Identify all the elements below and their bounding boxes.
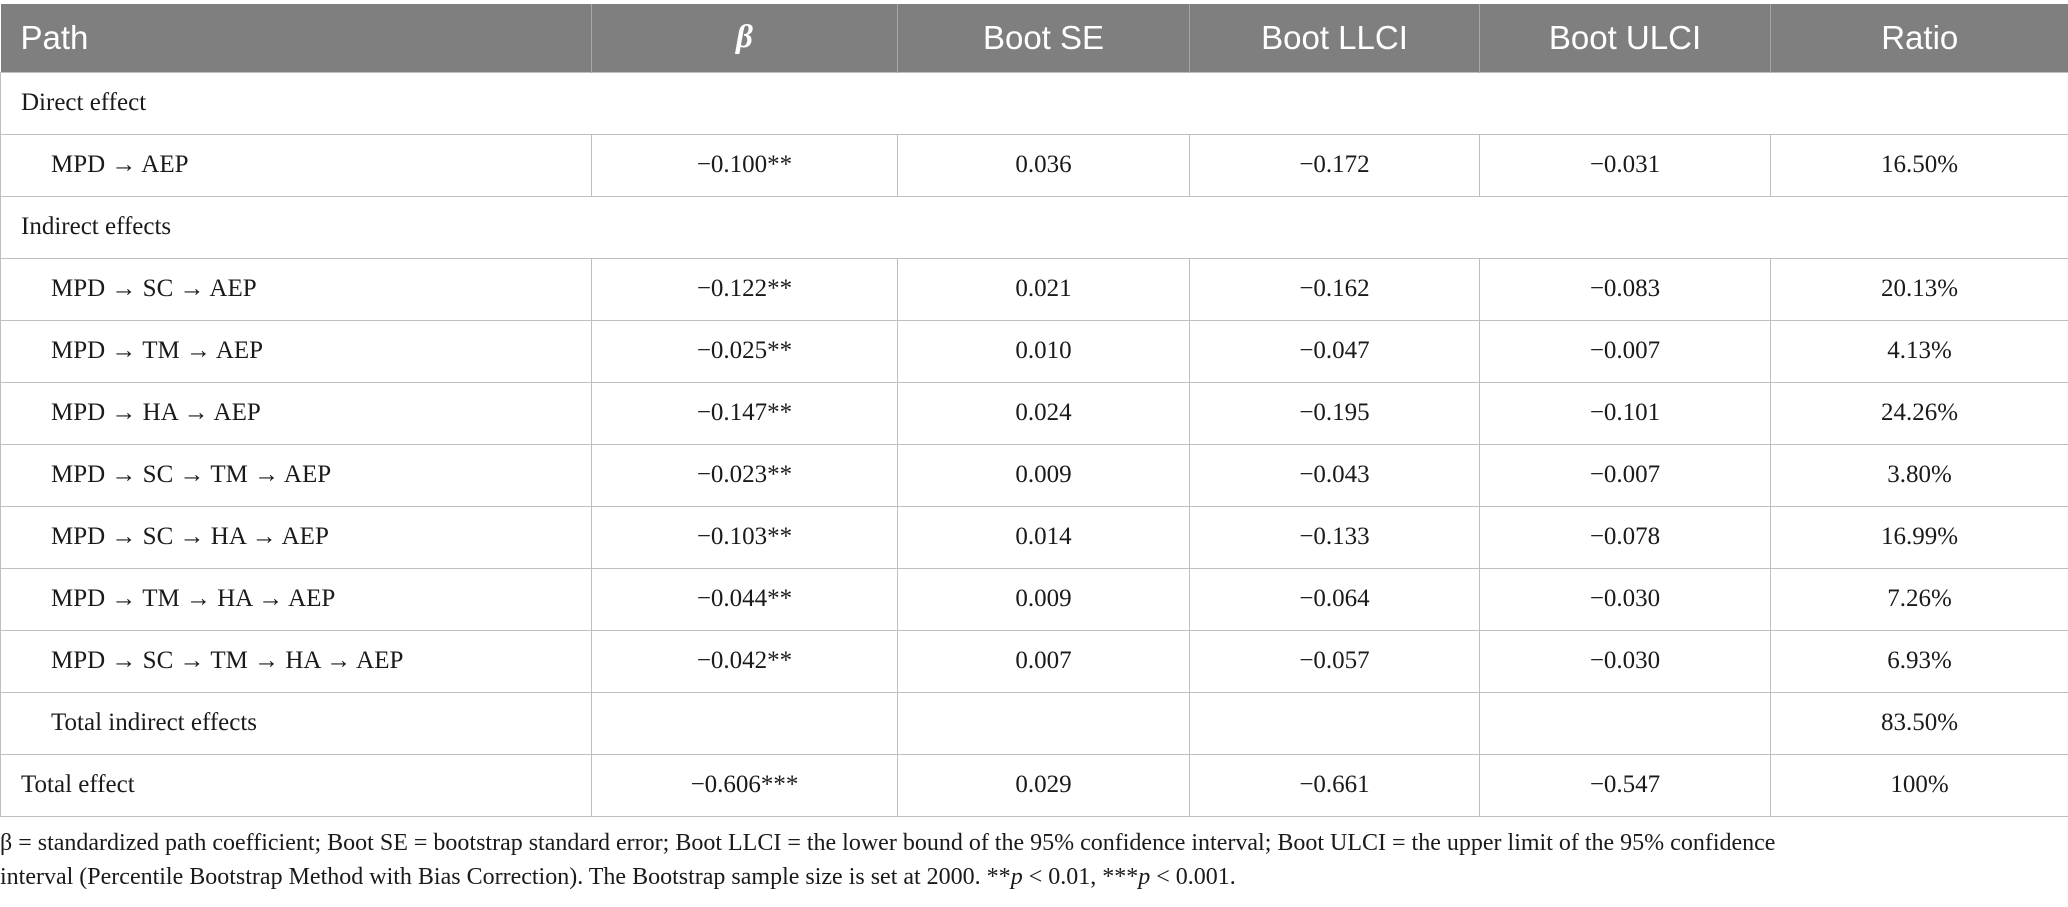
- cell-path: MPD → HA → AEP: [0, 381, 592, 445]
- cell-boot-ulci: −0.101: [1479, 381, 1771, 445]
- cell-boot-se: 0.007: [897, 629, 1190, 693]
- section-row-indirect: Indirect effects: [0, 195, 2068, 259]
- cell-boot-llci: −0.047: [1189, 319, 1480, 383]
- cell-path: MPD → TM → AEP: [0, 319, 592, 383]
- table-row: MPD → TM → AEP −0.025** 0.010 −0.047 −0.…: [0, 319, 2068, 383]
- mediation-effects-table: Path β Boot SE Boot LLCI Boot ULCI Ratio…: [0, 4, 2068, 817]
- cell-boot-se: [897, 691, 1190, 755]
- cell-beta: −0.606***: [591, 753, 898, 817]
- cell-beta: −0.147**: [591, 381, 898, 445]
- footnote-line-1: β = standardized path coefficient; Boot …: [0, 830, 1776, 856]
- cell-boot-se: 0.024: [897, 381, 1190, 445]
- table-row: MPD → AEP −0.100** 0.036 −0.172 −0.031 1…: [0, 133, 2068, 197]
- header-boot-se: Boot SE: [897, 4, 1190, 72]
- cell-ratio: 4.13%: [1770, 319, 2068, 383]
- cell-beta: −0.044**: [591, 567, 898, 631]
- cell-boot-ulci: −0.007: [1479, 319, 1771, 383]
- header-boot-llci: Boot LLCI: [1189, 4, 1480, 72]
- header-ratio: Ratio: [1770, 4, 2068, 72]
- cell-beta: −0.103**: [591, 505, 898, 569]
- cell-path: MPD → SC → TM → AEP: [0, 443, 592, 507]
- cell-boot-se: 0.021: [897, 257, 1190, 321]
- table-row: MPD → SC → AEP −0.122** 0.021 −0.162 −0.…: [0, 257, 2068, 321]
- cell-path: MPD → SC → TM → HA → AEP: [0, 629, 592, 693]
- cell-boot-llci: [1189, 691, 1480, 755]
- p-symbol: p: [1010, 864, 1023, 890]
- table-row: MPD → TM → HA → AEP −0.044** 0.009 −0.06…: [0, 567, 2068, 631]
- cell-boot-llci: −0.172: [1189, 133, 1480, 197]
- p-symbol: p: [1138, 864, 1151, 890]
- table-row-total-effect: Total effect −0.606*** 0.029 −0.661 −0.5…: [0, 753, 2068, 817]
- table-row-total-indirect: Total indirect effects 83.50%: [0, 691, 2068, 755]
- cell-path: Total effect: [0, 753, 592, 817]
- mediation-effects-table-container: Path β Boot SE Boot LLCI Boot ULCI Ratio…: [0, 4, 2068, 817]
- cell-boot-se: 0.010: [897, 319, 1190, 383]
- table-row: MPD → HA → AEP −0.147** 0.024 −0.195 −0.…: [0, 381, 2068, 445]
- cell-boot-llci: −0.133: [1189, 505, 1480, 569]
- section-row-direct: Direct effect: [0, 71, 2068, 135]
- cell-boot-llci: −0.661: [1189, 753, 1480, 817]
- cell-boot-llci: −0.195: [1189, 381, 1480, 445]
- cell-boot-se: 0.036: [897, 133, 1190, 197]
- cell-boot-se: 0.009: [897, 443, 1190, 507]
- cell-ratio: 16.50%: [1770, 133, 2068, 197]
- cell-beta: −0.122**: [591, 257, 898, 321]
- cell-boot-ulci: −0.030: [1479, 567, 1771, 631]
- cell-ratio: 24.26%: [1770, 381, 2068, 445]
- cell-boot-se: 0.009: [897, 567, 1190, 631]
- footnote-line-2-text: < 0.001.: [1150, 864, 1236, 890]
- cell-boot-ulci: −0.031: [1479, 133, 1771, 197]
- cell-ratio: 6.93%: [1770, 629, 2068, 693]
- cell-boot-ulci: −0.083: [1479, 257, 1771, 321]
- cell-path: MPD → SC → AEP: [0, 257, 592, 321]
- cell-path: MPD → SC → HA → AEP: [0, 505, 592, 569]
- table-row: MPD → SC → TM → AEP −0.023** 0.009 −0.04…: [0, 443, 2068, 507]
- table-row: MPD → SC → HA → AEP −0.103** 0.014 −0.13…: [0, 505, 2068, 569]
- cell-beta: −0.023**: [591, 443, 898, 507]
- cell-ratio: 16.99%: [1770, 505, 2068, 569]
- cell-boot-llci: −0.162: [1189, 257, 1480, 321]
- cell-beta: [591, 691, 898, 755]
- table-footnote: β = standardized path coefficient; Boot …: [0, 826, 2068, 894]
- footnote-line-2-text: interval (Percentile Bootstrap Method wi…: [0, 864, 1011, 890]
- cell-boot-ulci: −0.007: [1479, 443, 1771, 507]
- section-label-indirect: Indirect effects: [0, 195, 2068, 259]
- cell-boot-ulci: −0.030: [1479, 629, 1771, 693]
- cell-ratio: 3.80%: [1770, 443, 2068, 507]
- cell-boot-ulci: −0.078: [1479, 505, 1771, 569]
- table-header-row: Path β Boot SE Boot LLCI Boot ULCI Ratio: [0, 4, 2068, 72]
- cell-path: MPD → AEP: [0, 133, 592, 197]
- cell-boot-llci: −0.043: [1189, 443, 1480, 507]
- cell-ratio: 7.26%: [1770, 567, 2068, 631]
- section-label-direct: Direct effect: [0, 71, 2068, 135]
- cell-boot-se: 0.014: [897, 505, 1190, 569]
- cell-boot-ulci: [1479, 691, 1771, 755]
- header-path: Path: [20, 18, 89, 56]
- header-boot-ulci: Boot ULCI: [1479, 4, 1771, 72]
- header-beta: β: [591, 4, 898, 72]
- cell-ratio: 83.50%: [1770, 691, 2068, 755]
- table-row: MPD → SC → TM → HA → AEP −0.042** 0.007 …: [0, 629, 2068, 693]
- cell-path: MPD → TM → HA → AEP: [0, 567, 592, 631]
- cell-boot-llci: −0.064: [1189, 567, 1480, 631]
- cell-ratio: 100%: [1770, 753, 2068, 817]
- cell-beta: −0.042**: [591, 629, 898, 693]
- footnote-line-2: interval (Percentile Bootstrap Method wi…: [0, 860, 2068, 894]
- cell-boot-ulci: −0.547: [1479, 753, 1771, 817]
- cell-boot-se: 0.029: [897, 753, 1190, 817]
- cell-boot-llci: −0.057: [1189, 629, 1480, 693]
- cell-ratio: 20.13%: [1770, 257, 2068, 321]
- cell-path: Total indirect effects: [0, 691, 592, 755]
- cell-beta: −0.100**: [591, 133, 898, 197]
- cell-beta: −0.025**: [591, 319, 898, 383]
- footnote-line-2-text: < 0.01, ***: [1022, 864, 1139, 890]
